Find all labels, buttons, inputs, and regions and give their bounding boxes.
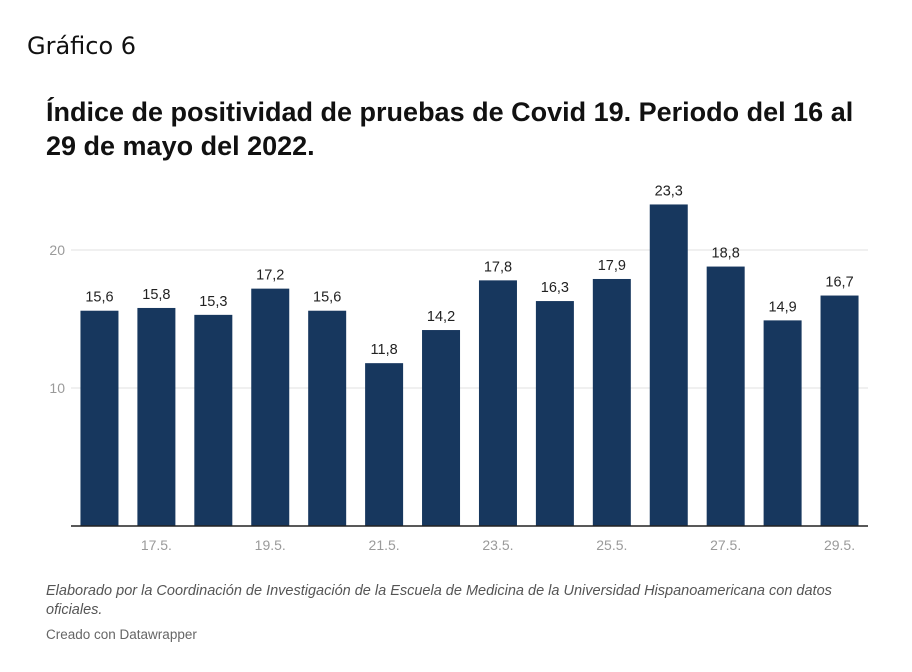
bar: [820, 295, 859, 526]
datawrapper-credit: Creado con Datawrapper: [46, 627, 197, 642]
value-label: 18,8: [712, 246, 740, 262]
bar: [308, 310, 347, 526]
y-tick-label: 10: [49, 380, 65, 396]
chart-title: Índice de positividad de pruebas de Covi…: [46, 97, 854, 161]
source-note: Elaborado por la Coordinación de Investi…: [46, 583, 832, 618]
value-label: 17,9: [598, 258, 626, 274]
x-tick-label: 25.5.: [596, 537, 627, 553]
value-label: 16,3: [541, 280, 569, 296]
value-label: 23,3: [655, 183, 683, 199]
bar: [478, 280, 517, 526]
x-tick-label: 17.5.: [141, 537, 172, 553]
bar: [422, 330, 461, 526]
bar: [137, 307, 176, 526]
value-label: 15,3: [199, 294, 227, 310]
value-label: 14,2: [427, 309, 455, 325]
value-label: 17,2: [256, 268, 284, 284]
x-tick-label: 23.5.: [482, 537, 513, 553]
bar: [194, 314, 233, 526]
bar: [365, 363, 404, 526]
x-tick-label: 27.5.: [710, 537, 741, 553]
bar: [535, 301, 574, 526]
bar: [763, 320, 802, 526]
value-label: 15,6: [313, 290, 341, 306]
bar: [592, 278, 631, 526]
value-label: 16,7: [825, 275, 853, 291]
value-label: 17,8: [484, 259, 512, 275]
x-tick-label: 21.5.: [369, 537, 400, 553]
bar: [706, 266, 745, 526]
value-label: 11,8: [371, 342, 398, 358]
x-tick-label: 29.5.: [824, 537, 855, 553]
y-tick-label: 20: [49, 242, 65, 258]
value-label: 14,9: [768, 299, 796, 315]
bar: [251, 288, 290, 526]
bar: [649, 204, 688, 526]
x-tick-label: 19.5.: [255, 537, 286, 553]
figure-label: Gráfico 6: [27, 32, 137, 60]
value-label: 15,8: [142, 287, 170, 303]
bar: [80, 310, 119, 526]
value-label: 15,6: [85, 290, 113, 306]
